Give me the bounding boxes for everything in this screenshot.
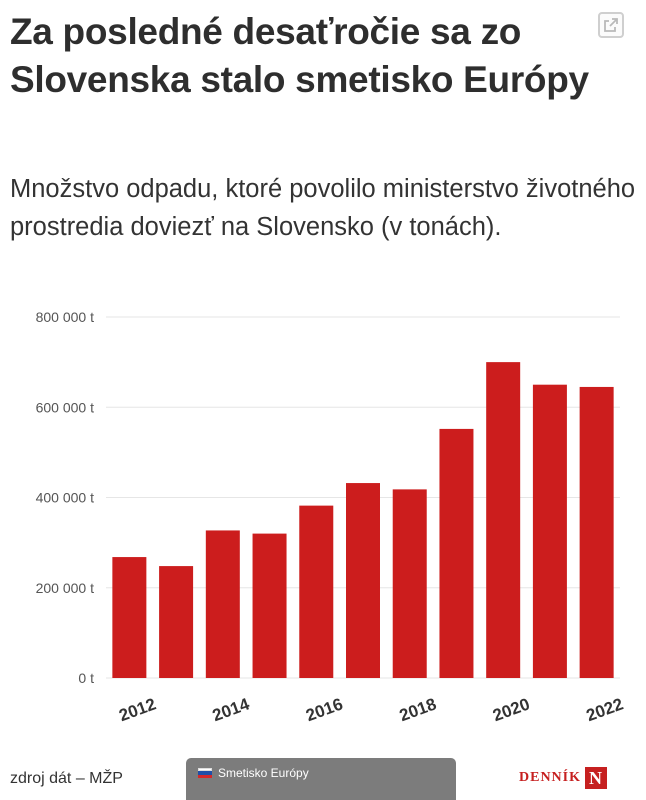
y-axis-tick-labels: 0 t 200 000 t 400 000 t 600 000 t 800 000 t [36, 309, 94, 686]
y-tick-label: 800 000 t [36, 309, 94, 325]
story-tab[interactable]: Smetisko Európy [186, 758, 456, 800]
x-tick-label: 2016 [303, 694, 345, 725]
y-tick-label: 0 t [78, 670, 94, 686]
bar-2017[interactable] [346, 483, 380, 678]
bar-2012[interactable] [112, 557, 147, 678]
x-tick-label: 2020 [490, 694, 532, 725]
bars [112, 362, 614, 678]
x-tick-label: 2018 [397, 694, 439, 725]
dennik-n-logo[interactable]: DENNÍK N [519, 764, 635, 792]
bar-2018[interactable] [392, 489, 427, 678]
page-title: Za posledné desaťročie sa zo Slovenska s… [10, 11, 589, 100]
x-axis-tick-labels: 2012 2014 2016 2018 2020 2022 [116, 694, 625, 725]
y-tick-label: 200 000 t [36, 580, 94, 596]
bar-2013[interactable] [159, 566, 194, 678]
story-tab-label: Smetisko Európy [218, 766, 309, 780]
bar-2016[interactable] [299, 505, 334, 678]
x-tick-label: 2014 [210, 694, 253, 725]
expand-button[interactable] [598, 12, 624, 38]
bar-2022[interactable] [579, 386, 614, 678]
bar-2019[interactable] [439, 428, 474, 678]
logo-text: DENNÍK [519, 770, 582, 785]
y-tick-label: 600 000 t [36, 399, 94, 415]
slovak-flag-icon [198, 768, 212, 778]
expand-icon [604, 18, 618, 32]
y-tick-label: 400 000 t [36, 490, 94, 506]
x-tick-label: 2022 [584, 694, 626, 725]
source-note: zdroj dát – MŽP [10, 770, 123, 787]
bar-2020[interactable] [486, 362, 521, 678]
bar-2014[interactable] [205, 530, 240, 678]
logo-letter: N [585, 767, 608, 789]
x-tick-label: 2012 [116, 694, 158, 725]
bar-2015[interactable] [252, 533, 287, 678]
bar-2021[interactable] [532, 384, 567, 678]
chart-subtitle: Množstvo odpadu, ktoré povolilo minister… [10, 175, 636, 241]
